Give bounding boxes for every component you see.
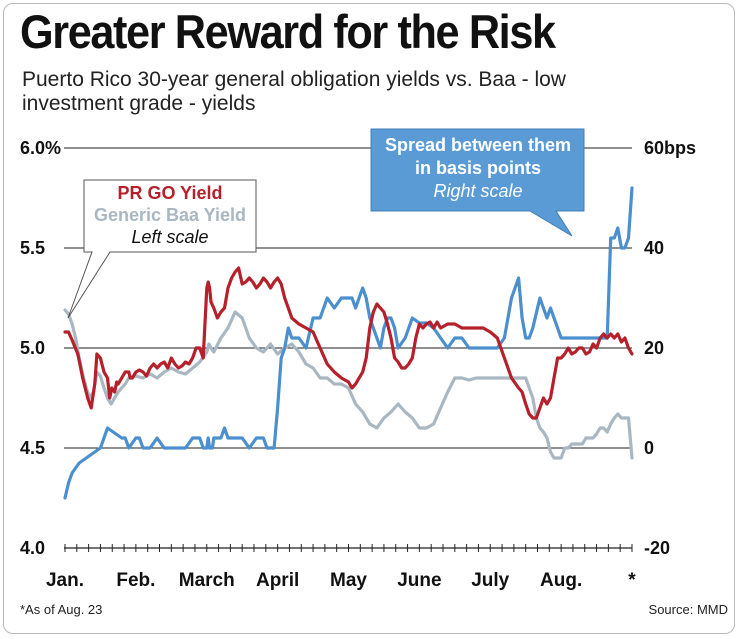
month-label: April [256, 570, 299, 591]
source-note: Source: MMD [648, 602, 728, 617]
month-label: March [179, 570, 235, 591]
footnote: *As of Aug. 23 [20, 602, 103, 617]
legend-pr-label: PR GO Yield [117, 183, 222, 203]
left-tick-label: 4.5 [20, 438, 45, 458]
right-tick-label: -20 [644, 538, 670, 558]
chart-subtitle: Puerto Rico 30-year general obligation y… [22, 68, 566, 115]
right-tick-label: 20 [644, 338, 664, 358]
x-axis [64, 544, 633, 552]
right-tick-label: 60bps [644, 138, 696, 158]
right-axis-ticks: 60bps 40 20 0 -20 [644, 138, 696, 558]
spread-callout-line1: Spread between them [385, 135, 571, 155]
chart-title: Greater Reward for the Risk [20, 5, 556, 58]
left-tick-label: 5.5 [20, 238, 45, 258]
x-axis-labels: Jan. Feb. March April May June July Aug. * [46, 570, 636, 591]
left-tick-label: 5.0 [20, 338, 45, 358]
left-tick-label: 4.0 [20, 538, 45, 558]
series-line-spread [63, 186, 634, 500]
left-tick-label: 6.0% [20, 138, 61, 158]
left-axis-ticks: 6.0% 5.5 5.0 4.5 4.0 [20, 138, 61, 558]
legend-scale-note: Left scale [131, 227, 208, 247]
legend-callout: PR GO Yield Generic Baa Yield Left scale [67, 179, 257, 319]
series-line-pr-go [63, 266, 634, 420]
right-tick-label: 40 [644, 238, 664, 258]
legend-box [67, 179, 257, 319]
month-label: * [628, 570, 636, 591]
month-label: Jan. [46, 570, 84, 591]
month-label: June [397, 570, 441, 591]
spread-callout: Spread between them in basis points Righ… [370, 128, 585, 237]
month-label: May [330, 570, 367, 591]
month-label: Feb. [116, 570, 155, 591]
right-tick-label: 0 [644, 438, 654, 458]
series-line-baa [63, 308, 634, 460]
spread-callout-line3: Right scale [433, 181, 522, 201]
series-lines [63, 186, 634, 500]
month-label: Aug. [540, 570, 582, 591]
month-label: July [471, 570, 509, 591]
spread-callout-line2: in basis points [415, 158, 541, 178]
spread-callout-box [370, 128, 585, 237]
legend-baa-label: Generic Baa Yield [94, 205, 246, 225]
